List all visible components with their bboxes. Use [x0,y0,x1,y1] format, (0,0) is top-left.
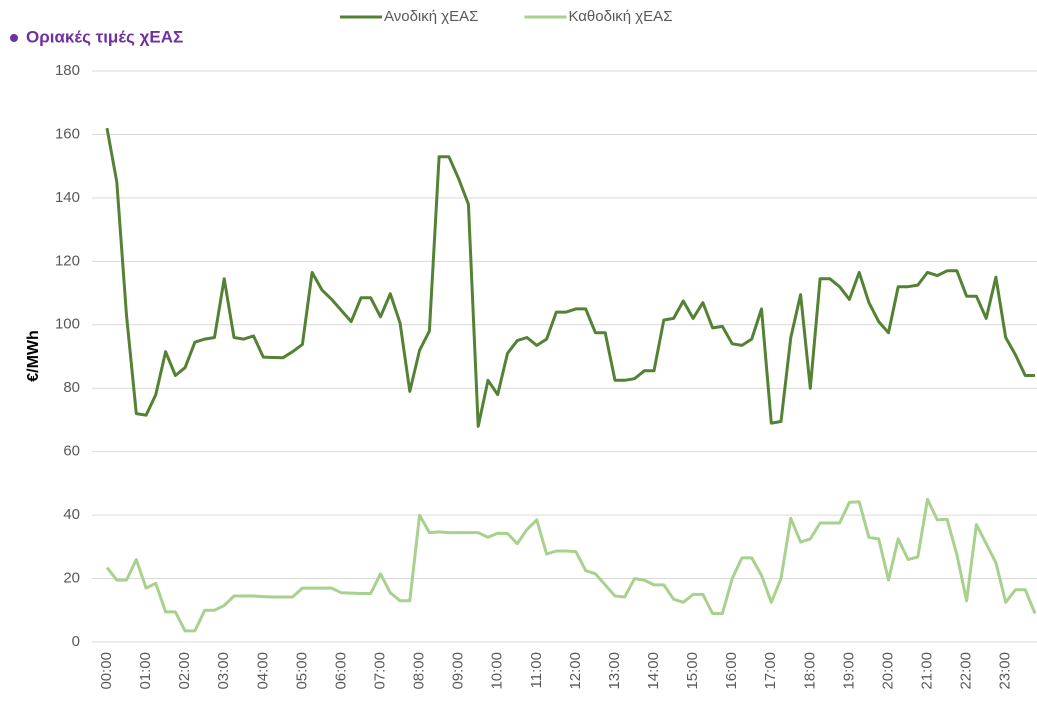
series-line [105,497,1037,633]
x-tick-label: 06:00 [332,652,349,690]
x-tick-label: 12:00 [567,652,584,690]
series-line [105,127,1035,428]
x-tick-label: 23:00 [997,652,1014,690]
y-tick-label: 60 [63,443,80,460]
y-axis-label: €/MWh [25,330,42,382]
x-tick-label: 00:00 [98,652,115,690]
y-tick-label: 0 [72,633,80,650]
x-tick-label: 17:00 [762,652,779,690]
x-tick-label: 16:00 [723,652,740,690]
y-tick-label: 120 [55,252,80,269]
y-tick-label: 160 [55,125,80,142]
y-tick-label: 100 [55,316,80,333]
x-tick-label: 14:00 [645,652,662,690]
x-tick-label: 10:00 [489,652,506,690]
y-tick-label: 20 [63,570,80,587]
y-tick-label: 140 [55,189,80,206]
x-tick-label: 18:00 [801,652,818,690]
x-tick-label: 13:00 [606,652,623,690]
x-tick-label: 11:00 [528,652,545,688]
x-tick-label: 05:00 [293,652,310,690]
x-tick-label: 02:00 [176,652,193,690]
x-tick-label: 07:00 [371,652,388,690]
chart-title: Οριακές τιμές χΕΑΣ [26,27,183,46]
x-tick-label: 19:00 [840,652,857,690]
x-tick-label: 01:00 [137,652,154,690]
x-tick-label: 15:00 [684,652,701,690]
legend-label: Καθοδική χΕΑΣ [568,8,672,25]
y-tick-label: 80 [63,379,80,396]
x-tick-label: 04:00 [254,652,271,690]
x-tick-label: 03:00 [215,652,232,690]
x-tick-label: 08:00 [411,652,428,690]
x-tick-label: 22:00 [958,652,975,690]
y-tick-label: 180 [55,62,80,79]
x-tick-label: 21:00 [919,652,936,690]
x-tick-label: 20:00 [879,652,896,690]
x-tick-label: 09:00 [450,652,467,690]
legend-label: Ανοδική χΕΑΣ [384,8,478,25]
y-tick-label: 40 [63,506,80,523]
title-bullet [10,34,18,42]
